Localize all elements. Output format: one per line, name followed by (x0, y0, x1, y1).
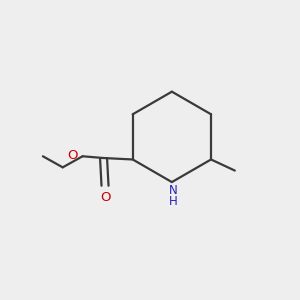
Text: N: N (169, 184, 178, 197)
Text: H: H (169, 195, 178, 208)
Text: O: O (100, 191, 110, 204)
Text: O: O (67, 149, 77, 162)
